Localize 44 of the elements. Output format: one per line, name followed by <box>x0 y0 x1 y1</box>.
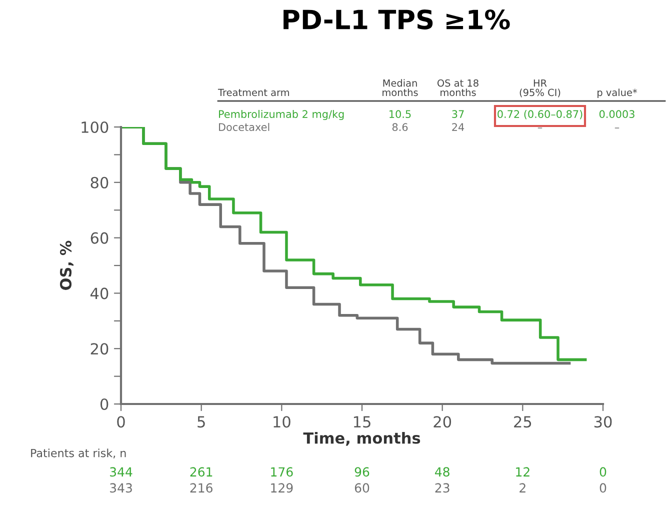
text: 261 <box>190 467 212 477</box>
text: 23 <box>435 483 450 493</box>
text: 176 <box>271 467 293 477</box>
x-tick-label: 5 <box>198 416 205 428</box>
text: 0 <box>600 483 606 493</box>
y-tick-label: 20 <box>90 343 108 355</box>
text: Pembrolizumab 2 mg/kg <box>219 110 344 120</box>
text: 37 <box>452 110 464 118</box>
chart-title: PD-L1 TPS ≥1% <box>284 9 510 30</box>
y-tick-label: 100 <box>82 121 108 134</box>
annotation: 24 <box>452 123 464 131</box>
text: 0 <box>600 467 606 477</box>
x-tick-label: 0 <box>117 416 125 428</box>
x-tick-label: 10 <box>274 416 290 428</box>
text: 129 <box>271 483 293 493</box>
text: Treatment arm <box>218 88 289 96</box>
text: 343 <box>110 483 132 493</box>
text: Median months <box>382 79 418 96</box>
x-tick-label: 25 <box>514 416 532 428</box>
y-tick-label: 0 <box>100 398 108 410</box>
text: 0.72 (0.60–0.87) <box>498 110 582 120</box>
text: 344 <box>110 467 132 477</box>
x-axis-title: Time, months <box>303 432 420 446</box>
text: 96 <box>354 467 370 477</box>
x-tick-label: 20 <box>434 416 452 428</box>
text: Docetaxel <box>219 122 270 132</box>
text: OS at 18 months <box>437 79 478 96</box>
text: Patients at risk, n <box>31 448 126 458</box>
y-axis-title: OS, % <box>60 240 74 290</box>
y-tick-label: 80 <box>90 176 108 188</box>
annotation: 8.6 <box>392 123 408 132</box>
text: 0.0003 <box>599 110 634 118</box>
text: HR (95% CI) <box>520 79 560 98</box>
text: 12 <box>516 467 530 476</box>
text: 48 <box>434 467 450 477</box>
text: 60 <box>354 483 370 493</box>
y-tick-label: 60 <box>90 232 108 244</box>
x-tick-label: 30 <box>594 416 612 428</box>
text: 216 <box>190 483 212 493</box>
text: p value* <box>598 88 638 98</box>
x-tick-label: 15 <box>354 416 370 428</box>
text: 10.5 <box>390 110 411 118</box>
text: 2 <box>520 483 526 492</box>
y-tick-label: 40 <box>90 288 108 300</box>
